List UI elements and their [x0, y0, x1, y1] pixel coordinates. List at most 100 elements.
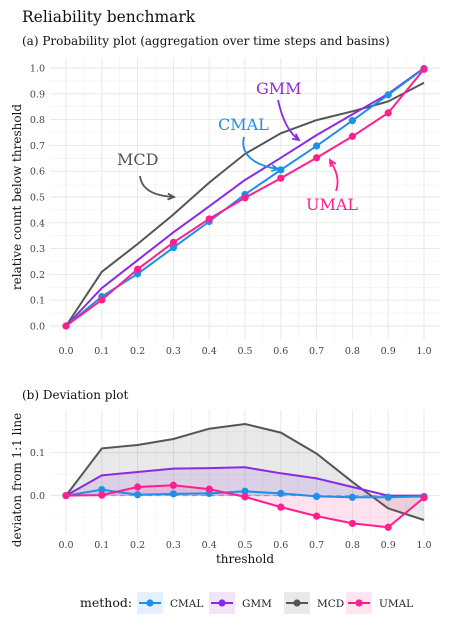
- x-tick-label: 0.4: [202, 346, 217, 357]
- data-point-umal: [420, 494, 428, 502]
- data-point-umal: [313, 512, 321, 520]
- data-point-umal: [98, 491, 106, 499]
- data-point-umal: [62, 491, 70, 500]
- legend-point-gmm: [218, 599, 226, 607]
- legend: method: CMAL GMM MCD UMAL: [80, 592, 413, 614]
- y-tick-label: 0.0: [30, 322, 45, 333]
- data-point-umal: [205, 485, 213, 493]
- legend-label-mcd: MCD: [317, 598, 344, 610]
- x-tick-label: 1.0: [416, 540, 431, 551]
- x-tick-label: 0.6: [273, 540, 288, 551]
- data-point-cmal: [241, 487, 249, 495]
- y-tick-label: 0.8: [30, 115, 45, 126]
- x-tick-label: 0.9: [381, 346, 396, 357]
- x-tick-label: 0.7: [309, 346, 324, 357]
- annotation-label-mcd: MCD: [117, 150, 158, 169]
- panel-a-title: (a) Probability plot (aggregation over t…: [22, 34, 390, 48]
- data-point-cmal: [384, 91, 392, 99]
- data-point-cmal: [277, 166, 285, 174]
- x-tick-label: 0.3: [166, 540, 181, 551]
- y-tick-label: 0.5: [30, 193, 45, 204]
- data-point-umal: [384, 109, 392, 117]
- data-point-umal: [348, 519, 356, 528]
- data-point-umal: [384, 523, 392, 531]
- y-axis-label: relative count below threshold: [10, 104, 24, 290]
- annotation-arrow-mcd: [139, 175, 175, 198]
- y-tick-label: 0.9: [30, 89, 45, 100]
- data-point-cmal: [313, 492, 321, 501]
- x-tick-label: 0.1: [94, 540, 109, 551]
- x-tick-label: 0.5: [237, 346, 252, 357]
- y-tick-label: 0.1: [30, 448, 45, 459]
- x-tick-label: 0.8: [345, 540, 360, 551]
- legend-point-umal: [355, 599, 363, 607]
- annotation-arrowhead-mcd: [167, 192, 177, 201]
- y-tick-label: 0.0: [30, 491, 45, 502]
- data-point-umal: [348, 132, 356, 140]
- data-point-cmal: [348, 493, 356, 501]
- data-point-cmal: [169, 490, 177, 498]
- y-tick-label: 0.3: [30, 244, 45, 255]
- legend-point-mcd: [293, 599, 301, 607]
- annotation-label-umal: UMAL: [306, 195, 358, 214]
- data-point-umal: [169, 238, 177, 247]
- x-tick-label: 0.3: [166, 346, 181, 357]
- series-line-gmm: [65, 466, 424, 497]
- annotation-arrow-umal: [329, 159, 339, 192]
- legend-label-gmm: GMM: [242, 598, 272, 610]
- x-tick-label: 0.0: [58, 346, 73, 357]
- data-point-umal: [62, 322, 70, 330]
- data-point-umal: [277, 503, 285, 511]
- data-point-umal: [313, 154, 321, 162]
- data-point-umal: [241, 194, 249, 202]
- deviation-plot-panel: (b) Deviation plot 0.0 0.1 0.0 0.1 0.2 0.3 0.4…: [10, 388, 440, 566]
- data-point-cmal: [169, 243, 177, 252]
- y-axis-label: deviaton from 1:1 line: [10, 413, 24, 547]
- data-point-cmal: [134, 491, 142, 499]
- x-tick-label: 0.4: [202, 540, 217, 551]
- data-point-cmal: [313, 142, 321, 150]
- data-point-umal: [134, 483, 142, 491]
- x-tick-label: 1.0: [416, 346, 431, 357]
- y-tick-label: 0.6: [30, 167, 45, 178]
- data-point-umal: [420, 65, 428, 73]
- panel-b-title: (b) Deviation plot: [22, 388, 129, 402]
- x-tick-label: 0.6: [273, 346, 288, 357]
- probability-plot-panel: (a) Probability plot (aggregation over t…: [10, 34, 440, 357]
- x-tick-label: 0.1: [94, 346, 109, 357]
- legend-label-umal: UMAL: [379, 598, 413, 610]
- series-area-umal: [66, 485, 424, 528]
- series-area-mcd: [66, 424, 424, 520]
- figure-title: Reliability benchmark: [22, 8, 196, 26]
- x-tick-label: 0.0: [58, 540, 73, 551]
- annotation-arrowhead-cmal: [271, 164, 281, 172]
- data-point-umal: [205, 215, 213, 223]
- x-tick-label: 0.7: [309, 540, 324, 551]
- data-point-cmal: [277, 489, 285, 498]
- y-tick-label: 1.0: [30, 64, 45, 75]
- x-tick-label: 0.9: [381, 540, 396, 551]
- y-tick-label: 0.1: [30, 296, 45, 307]
- data-point-cmal: [384, 493, 392, 501]
- series-area-gmm: [66, 467, 424, 496]
- legend-label-cmal: CMAL: [170, 598, 203, 610]
- data-point-cmal: [348, 117, 356, 125]
- data-point-umal: [169, 481, 177, 489]
- y-tick-label: 0.4: [30, 218, 45, 229]
- data-point-umal: [241, 493, 249, 501]
- x-tick-label: 0.2: [130, 346, 145, 357]
- annotation-arrow-cmal: [242, 136, 279, 170]
- y-tick-label: 0.7: [30, 141, 45, 152]
- x-axis-label: threshold: [216, 552, 274, 566]
- x-tick-label: 0.2: [130, 540, 145, 551]
- annotation-arrow-gmm: [277, 99, 300, 141]
- annotation-label-gmm: GMM: [256, 79, 302, 98]
- legend-point-cmal: [146, 599, 154, 607]
- data-point-umal: [277, 174, 285, 182]
- data-point-cmal: [98, 485, 106, 494]
- series-line-gmm: [65, 67, 425, 327]
- y-tick-label: 0.2: [30, 270, 45, 281]
- x-tick-label: 0.5: [237, 540, 252, 551]
- annotation-label-cmal: CMAL: [218, 115, 269, 134]
